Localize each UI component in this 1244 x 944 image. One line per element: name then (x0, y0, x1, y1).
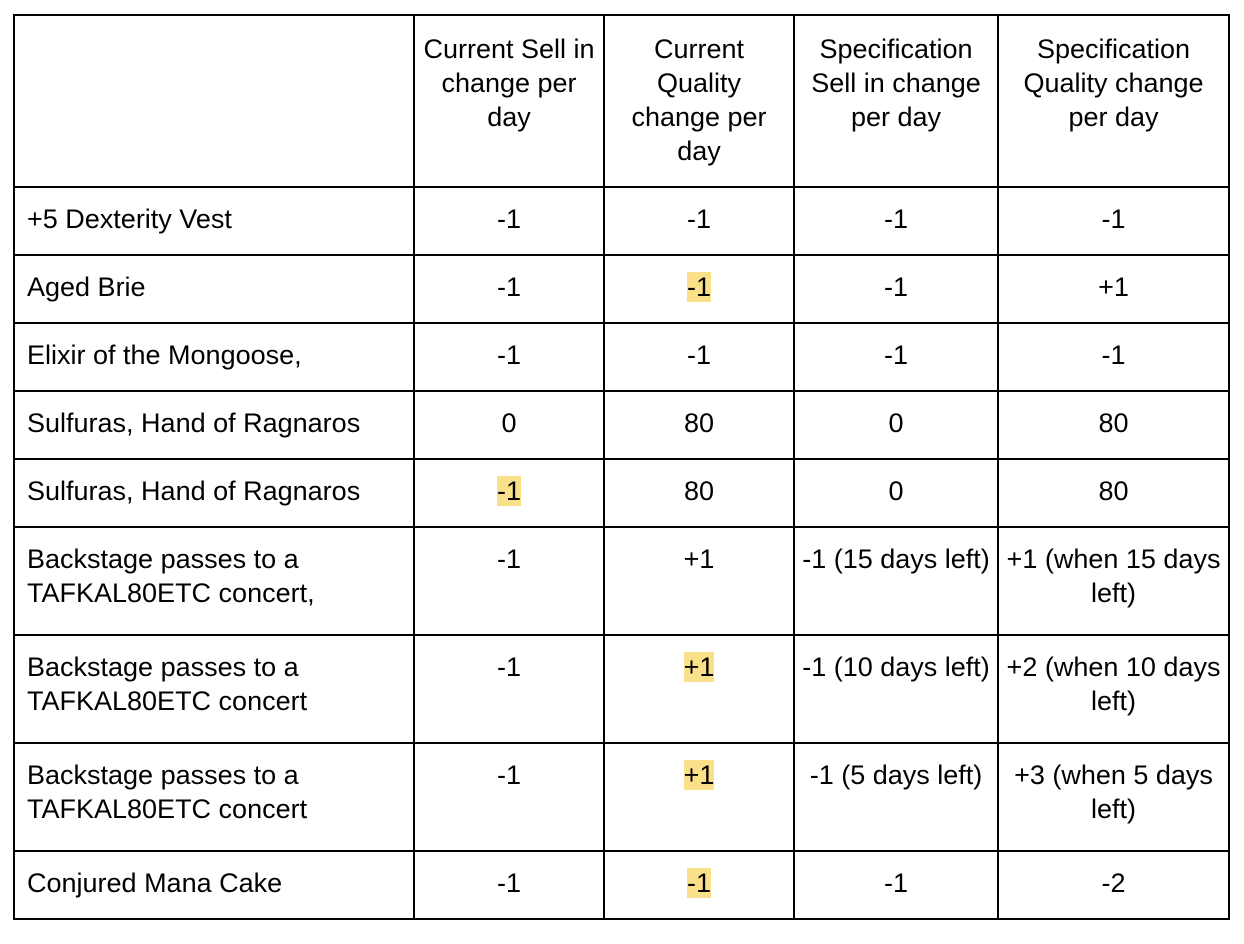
current-sell-in-cell: -1 (413, 186, 605, 256)
header-cell-spec-quality: Specification Quality change per day (997, 14, 1230, 188)
current-quality-cell: -1 (603, 322, 795, 392)
item-name-cell: Backstage passes to a TAFKAL80ETC concer… (13, 742, 415, 852)
item-name-cell: Conjured Mana Cake (13, 850, 415, 920)
item-name-cell: Sulfuras, Hand of Ragnaros (13, 390, 415, 460)
table-row: Sulfuras, Hand of Ragnaros -1 80 0 80 (13, 458, 1230, 528)
header-row: Current Sell in change per day Current Q… (13, 14, 1230, 188)
comparison-table: Current Sell in change per day Current Q… (13, 14, 1230, 920)
table-row: Backstage passes to a TAFKAL80ETC concer… (13, 526, 1230, 636)
item-name-cell: +5 Dexterity Vest (13, 186, 415, 256)
spec-quality-cell: +1 (when 15 days left) (997, 526, 1230, 636)
current-sell-in-cell: -1 (413, 254, 605, 324)
item-name-cell: Sulfuras, Hand of Ragnaros (13, 458, 415, 528)
current-sell-in-cell: -1 (413, 322, 605, 392)
spec-quality-cell: -1 (997, 322, 1230, 392)
spec-quality-cell: 80 (997, 390, 1230, 460)
current-sell-in-cell: -1 (413, 634, 605, 744)
spec-sell-in-cell: -1 (5 days left) (793, 742, 999, 852)
spec-sell-in-cell: -1 (793, 186, 999, 256)
current-quality-cell: +1 (603, 634, 795, 744)
current-quality-cell: +1 (603, 742, 795, 852)
current-sell-in-cell: -1 (413, 850, 605, 920)
item-name-cell: Backstage passes to a TAFKAL80ETC concer… (13, 634, 415, 744)
spec-quality-cell: +2 (when 10 days left) (997, 634, 1230, 744)
header-cell-current-quality: Current Quality change per day (603, 14, 795, 188)
table-row: Backstage passes to a TAFKAL80ETC concer… (13, 634, 1230, 744)
spec-sell-in-cell: -1 (15 days left) (793, 526, 999, 636)
highlighted-value: +1 (683, 652, 715, 682)
current-sell-in-cell: 0 (413, 390, 605, 460)
spec-quality-cell: +3 (when 5 days left) (997, 742, 1230, 852)
current-quality-cell: -1 (603, 254, 795, 324)
spec-sell-in-cell: 0 (793, 390, 999, 460)
spec-sell-in-cell: -1 (793, 254, 999, 324)
table-row: +5 Dexterity Vest -1 -1 -1 -1 (13, 186, 1230, 256)
current-sell-in-cell: -1 (413, 526, 605, 636)
current-sell-in-cell: -1 (413, 458, 605, 528)
spec-sell-in-cell: -1 (793, 322, 999, 392)
spec-quality-cell: -1 (997, 186, 1230, 256)
spec-sell-in-cell: -1 (10 days left) (793, 634, 999, 744)
highlighted-value: +1 (683, 760, 715, 790)
table-row: Sulfuras, Hand of Ragnaros 0 80 0 80 (13, 390, 1230, 460)
table-row: Conjured Mana Cake -1 -1 -1 -2 (13, 850, 1230, 920)
current-quality-cell: 80 (603, 458, 795, 528)
table-row: Aged Brie -1 -1 -1 +1 (13, 254, 1230, 324)
current-quality-cell: 80 (603, 390, 795, 460)
table-row: Elixir of the Mongoose, -1 -1 -1 -1 (13, 322, 1230, 392)
current-quality-cell: +1 (603, 526, 795, 636)
current-quality-cell: -1 (603, 850, 795, 920)
highlighted-value: -1 (686, 868, 711, 898)
table-row: Backstage passes to a TAFKAL80ETC concer… (13, 742, 1230, 852)
header-cell-spec-sell-in: Specification Sell in change per day (793, 14, 999, 188)
highlighted-value: -1 (686, 272, 711, 302)
header-cell-current-sell-in: Current Sell in change per day (413, 14, 605, 188)
item-name-cell: Aged Brie (13, 254, 415, 324)
spec-quality-cell: -2 (997, 850, 1230, 920)
item-name-cell: Elixir of the Mongoose, (13, 322, 415, 392)
spec-quality-cell: +1 (997, 254, 1230, 324)
current-quality-cell: -1 (603, 186, 795, 256)
header-cell-item (13, 14, 415, 188)
spec-sell-in-cell: 0 (793, 458, 999, 528)
spec-sell-in-cell: -1 (793, 850, 999, 920)
current-sell-in-cell: -1 (413, 742, 605, 852)
item-name-cell: Backstage passes to a TAFKAL80ETC concer… (13, 526, 415, 636)
highlighted-value: -1 (496, 476, 521, 506)
spec-quality-cell: 80 (997, 458, 1230, 528)
